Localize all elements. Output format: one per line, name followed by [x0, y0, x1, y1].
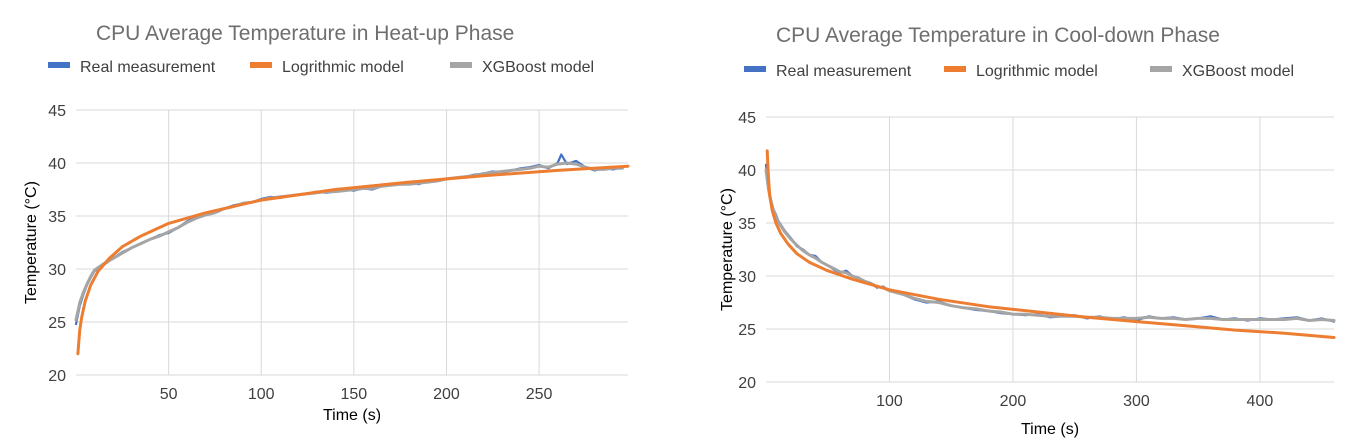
legend-label: XGBoost model — [482, 59, 594, 76]
y-tick-label: 35 — [48, 209, 66, 226]
legend-swatch — [944, 66, 966, 72]
legend-item: Real measurement — [744, 63, 912, 80]
legend-label: Logrithmic model — [282, 59, 404, 76]
x-tick-label: 100 — [876, 393, 903, 410]
y-tick-label: 25 — [738, 322, 756, 339]
cooldown-chart: CPU Average Temperature in Cool-down Pha… — [719, 24, 1336, 438]
series-line — [764, 163, 1336, 323]
series-line — [74, 153, 624, 326]
legend-item: Logrithmic model — [944, 63, 1098, 80]
series-line — [76, 164, 630, 356]
chart-title: CPU Average Temperature in Heat-up Phase — [96, 22, 514, 45]
y-tick-label: 40 — [48, 156, 66, 173]
legend-label: Real measurement — [80, 59, 216, 76]
legend-swatch — [48, 62, 70, 68]
x-tick-label: 400 — [1247, 393, 1274, 410]
legend-label: XGBoost model — [1182, 63, 1294, 80]
heatup-chart: CPU Average Temperature in Heat-up Phase… — [23, 22, 630, 424]
y-tick-label: 35 — [738, 216, 756, 233]
x-tick-label: 300 — [1123, 393, 1150, 410]
chart-title: CPU Average Temperature in Cool-down Pha… — [776, 24, 1220, 47]
legend-swatch — [744, 66, 766, 72]
x-axis-label: Time (s) — [1021, 421, 1079, 438]
x-axis-label: Time (s) — [323, 407, 381, 424]
legend-swatch — [450, 62, 472, 68]
y-tick-label: 30 — [48, 262, 66, 279]
y-tick-label: 30 — [738, 269, 756, 286]
y-tick-label: 25 — [48, 315, 66, 332]
y-axis-label: Temperature (°C) — [719, 188, 736, 311]
legend-label: Real measurement — [776, 63, 912, 80]
x-tick-label: 100 — [248, 386, 275, 403]
heatup-chart-panel: CPU Average Temperature in Heat-up Phase… — [0, 0, 660, 444]
y-tick-label: 40 — [738, 163, 756, 180]
y-tick-label: 45 — [738, 110, 756, 127]
legend-item: XGBoost model — [450, 59, 594, 76]
series-line — [765, 149, 1336, 339]
y-axis-label: Temperature (°C) — [23, 181, 40, 304]
x-tick-label: 50 — [160, 386, 178, 403]
legend-item: XGBoost model — [1150, 63, 1294, 80]
x-tick-label: 200 — [433, 386, 460, 403]
cooldown-chart-panel: CPU Average Temperature in Cool-down Pha… — [676, 0, 1352, 444]
legend-item: Logrithmic model — [250, 59, 404, 76]
legend-swatch — [1150, 66, 1172, 72]
legend-label: Logrithmic model — [976, 63, 1098, 80]
series-line — [74, 161, 624, 322]
legend-item: Real measurement — [48, 59, 216, 76]
y-tick-label: 20 — [738, 375, 756, 392]
series-line — [764, 168, 1336, 322]
y-tick-label: 20 — [48, 368, 66, 385]
y-tick-label: 45 — [48, 103, 66, 120]
x-tick-label: 200 — [1000, 393, 1027, 410]
x-tick-label: 250 — [526, 386, 553, 403]
legend-swatch — [250, 62, 272, 68]
x-tick-label: 150 — [341, 386, 368, 403]
